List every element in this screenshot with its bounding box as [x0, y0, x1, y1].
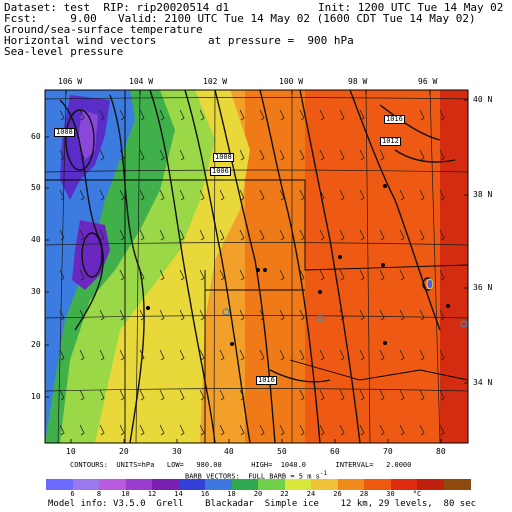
- colorbar-swatch: [178, 479, 206, 490]
- colorbar-label: 30: [386, 490, 395, 498]
- colorbar-label: 22: [280, 490, 289, 498]
- colorbar-swatch: [205, 479, 232, 490]
- grid-label-x: 80: [436, 447, 446, 456]
- colorbar-label: 24: [306, 490, 316, 498]
- grid-label-x: 70: [383, 447, 393, 456]
- lat-label: 38 N: [473, 190, 493, 199]
- temperature-hot-strip: [440, 90, 468, 443]
- colorbar-label: 10: [121, 490, 130, 498]
- grid-label-x: 10: [66, 447, 76, 456]
- pressure-label: 1016: [256, 376, 277, 385]
- pressure-label: 1008: [213, 153, 234, 162]
- pressure-label: 1012: [380, 137, 401, 146]
- station-markers: [222, 308, 468, 328]
- grid-label-y: 10: [31, 392, 41, 401]
- grid-label-y: 20: [31, 340, 41, 349]
- grid-label-x: 60: [330, 447, 340, 456]
- barb-info: BARB VECTORS: FULL BARB = 5 m s-1: [185, 470, 327, 480]
- lat-label: 40 N: [473, 95, 493, 104]
- colorbar-swatch: [99, 479, 126, 490]
- axis-ticks: [45, 90, 468, 443]
- pressure-level: at pressure = 900 hPa: [208, 34, 354, 47]
- wind-barbs: [59, 109, 445, 436]
- valid-time: Valid: 2100 UTC Tue 14 May 02 (1600 CDT …: [118, 12, 476, 25]
- colorbar-swatch: [417, 479, 444, 490]
- grid-label-y: 60: [31, 132, 41, 141]
- colorbar-swatch: [443, 479, 471, 490]
- lat-label: 36 N: [473, 283, 493, 292]
- field-label-slp: Sea-level pressure: [4, 45, 124, 58]
- colorbar-label: 18: [227, 490, 236, 498]
- grid-label-y: 30: [31, 287, 41, 296]
- barb-info-text: BARB VECTORS: FULL BARB = 5 m s: [185, 472, 320, 481]
- colorbar-swatch: [125, 479, 153, 490]
- colorbar-swatch: [337, 479, 365, 490]
- forecast-hour: Fcst: 9.00: [4, 12, 97, 25]
- model-info: Model info: V3.5.0 Grell Blackadar Simpl…: [48, 499, 477, 509]
- high-temp-spot: [426, 278, 434, 290]
- colorbar-swatch: [364, 479, 391, 490]
- grid-label-x: 30: [172, 447, 182, 456]
- plot-frame: [44, 89, 469, 444]
- field-label-wind: Horizontal wind vectors: [4, 34, 157, 47]
- lon-label: 104 W: [129, 77, 154, 86]
- colorbar-swatch: [46, 479, 73, 490]
- contour-info: CONTOURS: UNITS=hPa LOW= 980.00 HIGH= 10…: [70, 461, 412, 469]
- grid-label-y: 50: [31, 183, 41, 192]
- barb-info-exponent: -1: [319, 470, 328, 477]
- lon-label: 96 W: [418, 77, 438, 86]
- colorbar-swatch: [152, 479, 179, 490]
- colorbar-label: 28: [359, 490, 369, 498]
- colorbar-swatch: [390, 479, 418, 490]
- pressure-label: 1008: [54, 128, 75, 137]
- lon-label: 102 W: [203, 77, 228, 86]
- colorbar-label: 26: [333, 490, 342, 498]
- pressure-label: 1016: [384, 115, 405, 124]
- colorbar-label: 16: [200, 490, 210, 498]
- colorbar-label: 14: [174, 490, 183, 498]
- colorbar-swatch: [258, 479, 285, 490]
- state-borders: [45, 90, 468, 443]
- colorbar-label: 8: [96, 490, 102, 498]
- lon-label: 106 W: [58, 77, 83, 86]
- station-dots: [146, 184, 450, 346]
- pressure-label: 1006: [210, 167, 231, 176]
- colorbar-swatch: [231, 479, 259, 490]
- colorbar-swatch: [72, 479, 100, 490]
- colorbar-label: 12: [147, 490, 157, 498]
- grid-label-x: 50: [277, 447, 287, 456]
- grid-label-x: 40: [224, 447, 234, 456]
- colorbar-label: 6: [70, 490, 75, 498]
- colorbar-label: 20: [253, 490, 263, 498]
- grid-label-y: 40: [31, 235, 41, 244]
- lon-label: 98 W: [348, 77, 368, 86]
- colorbar-swatch: [284, 479, 312, 490]
- latlon-grid: [45, 90, 468, 443]
- dataset-label: Dataset: test RIP: rip20020514 d1: [4, 1, 230, 14]
- init-time: Init: 1200 UTC Tue 14 May 02: [318, 1, 504, 14]
- colorbar-label: °C: [412, 490, 422, 498]
- grid-label-x: 20: [119, 447, 129, 456]
- lat-label: 34 N: [473, 378, 493, 387]
- field-label-temperature: Ground/sea-surface temperature: [4, 23, 203, 36]
- lon-label: 100 W: [279, 77, 304, 86]
- colorbar-swatch: [311, 479, 338, 490]
